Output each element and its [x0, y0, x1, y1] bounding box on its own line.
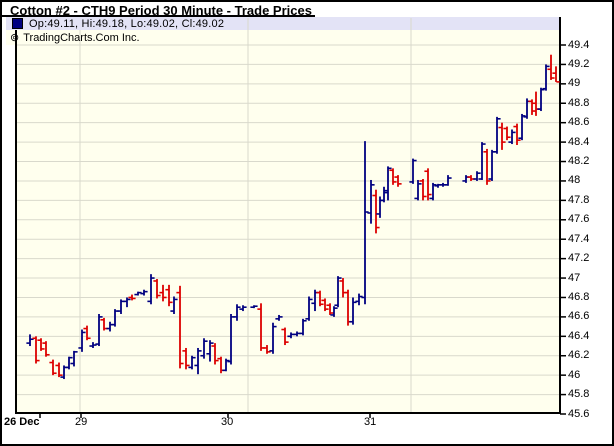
y-axis-label: 46.2 — [568, 349, 590, 362]
y-axis-label: 48.6 — [568, 116, 590, 129]
page-title: Cotton #2 - CTH9 Period 30 Minute - Trad… — [10, 3, 312, 18]
y-axis-label: 45.8 — [568, 388, 590, 401]
legend-strip-bg — [6, 17, 559, 30]
plot-background — [6, 30, 559, 414]
y-axis-label: 48.2 — [568, 155, 590, 168]
y-axis-label: 48 — [568, 174, 581, 187]
x-axis-label: 29 — [75, 416, 88, 428]
copyright-icon: ⊚ — [10, 32, 20, 44]
x-axis-label: 30 — [221, 416, 234, 428]
y-axis-label: 47 — [568, 271, 581, 284]
legend-bar[interactable]: Op:49.11, Hi:49.18, Lo:49.02, Cl:49.02 — [6, 17, 559, 30]
y-axis-label: 47.6 — [568, 213, 590, 226]
y-axis-label: 47.2 — [568, 252, 590, 265]
y-axis-label: 49 — [568, 77, 581, 90]
series-marker-icon — [12, 18, 23, 29]
y-axis-label: 47.4 — [568, 232, 590, 245]
x-axis-label: 31 — [364, 416, 377, 428]
left-margin — [6, 45, 16, 414]
title-underline-rule — [2, 15, 315, 17]
ohlc-readout: Op:49.11, Hi:49.18, Lo:49.02, Cl:49.02 — [29, 17, 225, 30]
y-axis-label: 46 — [568, 368, 581, 381]
y-axis-label: 46.6 — [568, 310, 590, 323]
y-axis-label: 48.4 — [568, 135, 590, 148]
y-axis-label: 49.2 — [568, 57, 590, 70]
watermark-label: TradingCharts.Com Inc. — [23, 31, 140, 44]
y-axis-label: 49.4 — [568, 38, 590, 51]
y-axis-label: 46.4 — [568, 329, 590, 342]
y-axis-label: 46.8 — [568, 290, 590, 303]
watermark: ⊚ TradingCharts.Com Inc. — [10, 31, 140, 45]
y-axis-label: 47.8 — [568, 193, 590, 206]
y-axis-label: 48.8 — [568, 96, 590, 109]
y-axis-label: 45.6 — [568, 407, 590, 420]
x-axis-label: 26 Dec — [4, 416, 40, 428]
